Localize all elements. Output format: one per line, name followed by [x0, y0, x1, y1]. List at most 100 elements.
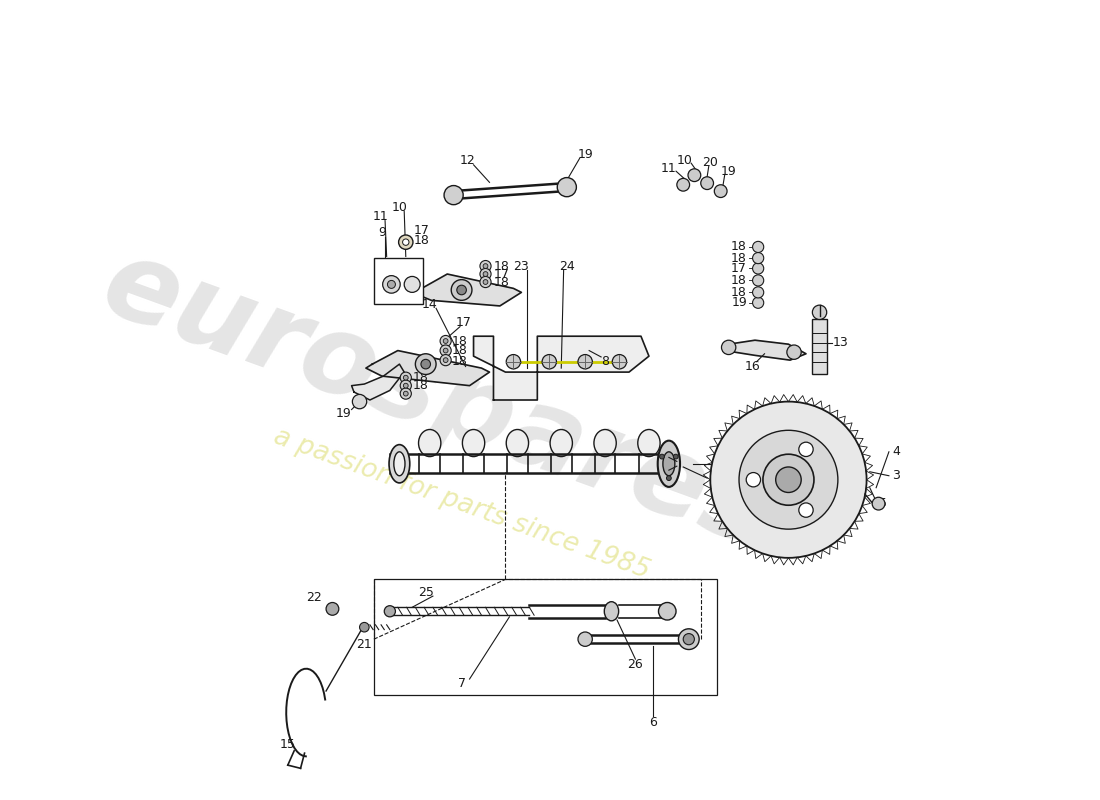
- Text: 17: 17: [455, 316, 471, 329]
- Polygon shape: [352, 364, 404, 400]
- Text: 2: 2: [708, 474, 717, 486]
- Circle shape: [776, 467, 801, 493]
- Text: 18: 18: [412, 371, 428, 384]
- Circle shape: [578, 632, 592, 646]
- Circle shape: [404, 277, 420, 292]
- Ellipse shape: [658, 441, 680, 487]
- Circle shape: [440, 354, 451, 366]
- Text: 18: 18: [452, 344, 468, 357]
- Circle shape: [440, 345, 451, 356]
- Circle shape: [483, 272, 488, 277]
- Text: 19: 19: [732, 296, 747, 310]
- Ellipse shape: [663, 452, 674, 476]
- Text: 18: 18: [732, 286, 747, 299]
- Text: 5: 5: [879, 497, 887, 510]
- Circle shape: [813, 305, 827, 319]
- Circle shape: [443, 348, 448, 353]
- Polygon shape: [366, 350, 490, 386]
- Text: 12: 12: [460, 154, 476, 167]
- Circle shape: [404, 391, 408, 396]
- Text: 18: 18: [494, 259, 509, 273]
- Text: 18: 18: [732, 251, 747, 265]
- Text: 14: 14: [421, 298, 438, 311]
- Text: 8: 8: [601, 355, 609, 368]
- Circle shape: [578, 354, 592, 369]
- Ellipse shape: [550, 430, 572, 457]
- Ellipse shape: [462, 430, 485, 457]
- Circle shape: [360, 622, 370, 632]
- Text: 9: 9: [378, 226, 386, 239]
- Circle shape: [752, 275, 763, 286]
- Text: 18: 18: [452, 334, 468, 347]
- Ellipse shape: [604, 602, 618, 621]
- Circle shape: [799, 503, 813, 518]
- Circle shape: [752, 253, 763, 264]
- Circle shape: [714, 185, 727, 198]
- Text: 10: 10: [676, 154, 693, 167]
- Text: 18: 18: [452, 355, 468, 368]
- Text: 11: 11: [373, 210, 388, 223]
- Circle shape: [701, 177, 714, 190]
- Circle shape: [660, 454, 664, 459]
- Circle shape: [404, 383, 408, 388]
- Circle shape: [679, 629, 700, 650]
- Circle shape: [613, 354, 627, 369]
- Circle shape: [752, 297, 763, 308]
- Circle shape: [383, 276, 400, 293]
- Ellipse shape: [506, 430, 529, 457]
- Bar: [374, 258, 424, 304]
- Circle shape: [444, 186, 463, 205]
- Circle shape: [480, 261, 491, 272]
- Circle shape: [440, 335, 451, 346]
- Text: 6: 6: [649, 716, 657, 730]
- Text: 4: 4: [892, 446, 900, 458]
- Circle shape: [483, 264, 488, 269]
- Circle shape: [786, 345, 801, 359]
- Circle shape: [752, 263, 763, 274]
- Ellipse shape: [418, 430, 441, 457]
- Text: 3: 3: [892, 470, 900, 482]
- Circle shape: [683, 634, 694, 645]
- Circle shape: [400, 388, 411, 399]
- Circle shape: [483, 280, 488, 285]
- Text: 19: 19: [578, 148, 593, 161]
- Text: 17: 17: [414, 225, 430, 238]
- Circle shape: [443, 338, 448, 343]
- Circle shape: [746, 473, 760, 487]
- Bar: [813, 318, 827, 374]
- Circle shape: [667, 476, 671, 481]
- Text: 24: 24: [559, 259, 574, 273]
- Circle shape: [763, 454, 814, 506]
- Circle shape: [506, 354, 520, 369]
- Polygon shape: [725, 340, 806, 360]
- Circle shape: [659, 602, 676, 620]
- Circle shape: [480, 277, 491, 287]
- Text: 18: 18: [412, 379, 428, 392]
- Text: 22: 22: [306, 591, 322, 604]
- Polygon shape: [412, 274, 521, 306]
- Text: 18: 18: [732, 274, 747, 287]
- Circle shape: [456, 286, 466, 294]
- Text: 7: 7: [458, 677, 465, 690]
- Circle shape: [403, 239, 409, 246]
- Text: 25: 25: [418, 586, 433, 599]
- Circle shape: [722, 340, 736, 354]
- Text: 18: 18: [494, 275, 509, 289]
- Circle shape: [711, 402, 867, 558]
- Text: 23: 23: [513, 259, 528, 273]
- Bar: [374, 579, 717, 695]
- Text: 21: 21: [356, 638, 372, 651]
- Polygon shape: [473, 336, 649, 400]
- Circle shape: [676, 178, 690, 191]
- Circle shape: [480, 269, 491, 280]
- Circle shape: [752, 242, 763, 253]
- Circle shape: [558, 178, 576, 197]
- Circle shape: [421, 359, 430, 369]
- Text: 16: 16: [745, 360, 760, 373]
- Circle shape: [326, 602, 339, 615]
- Text: 18: 18: [414, 234, 430, 247]
- Text: 1: 1: [728, 458, 737, 470]
- Text: 20: 20: [703, 156, 718, 169]
- Text: 17: 17: [494, 267, 509, 281]
- Circle shape: [688, 169, 701, 182]
